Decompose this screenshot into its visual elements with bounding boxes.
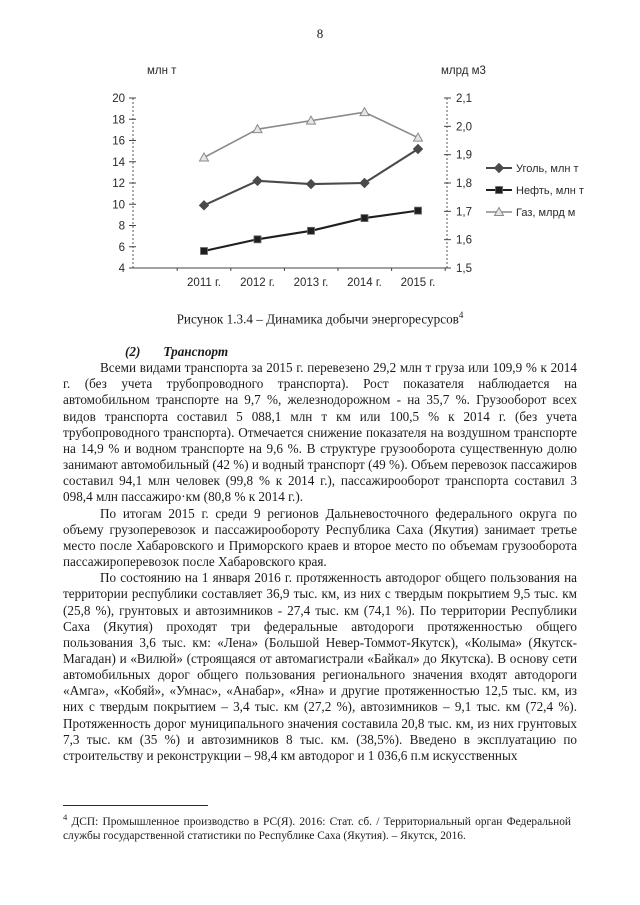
square-marker [414,206,422,215]
x-tick-label: 2015 г. [401,277,436,289]
left-tick-label: 8 [119,221,125,233]
footnote-reference[interactable]: 4 [458,310,464,320]
section-title: Транспорт [163,344,229,359]
square-marker [253,235,262,244]
right-axis-title: млрд м3 [441,65,486,77]
x-tick-label: 2013 г. [294,277,329,289]
square-marker [360,214,369,222]
page-number: 8 [316,26,324,41]
paragraph-roads: По состоянию на 1 января 2016 г. протяже… [63,570,577,763]
triangle-marker [412,132,424,142]
left-tick-label: 18 [112,114,125,126]
triangle-marker [359,106,370,117]
legend-label: Нефть, млн т [516,185,584,197]
left-axis-title: млн т [147,65,177,77]
footnote-text: 4 ДСП: Промышленное производство в РС(Я)… [63,811,571,844]
left-tick-label: 6 [119,242,125,254]
section-heading: (2) Транспорт [63,344,577,360]
energy-production-chart: 20 18 16 14 12 10 8 6 4 2,1 2,0 1,9 1,8 1,7 1,6 1,5 2011… [0,60,640,300]
right-tick-label: 2,0 [456,121,472,133]
left-tick-label: 10 [112,199,125,211]
figure-caption-text: Рисунок 1.3.4 – Динамика добычи энергоре… [176,311,459,327]
paragraph-transport-volumes: Всеми видами транспорта за 2015 г. перев… [63,360,577,505]
diamond-marker [493,162,505,174]
right-tick-label: 1,5 [456,263,472,275]
left-tick-label: 4 [119,263,126,275]
diamond-marker [412,143,424,155]
diamond-marker [359,177,370,189]
diamond-marker [198,200,210,211]
x-tick-label: 2014 г. [347,277,382,289]
body-text: (2) Транспорт Всеми видами транспорта за … [63,344,577,764]
diamond-marker [252,175,263,187]
square-marker [307,226,315,235]
right-tick-label: 2,1 [456,93,472,105]
footnote-body: ДСП: Промышленное производство в РС(Я). … [63,815,571,842]
footnote-area: 4 ДСП: Промышленное производство в РС(Я)… [63,805,571,844]
footnote-separator [63,805,208,806]
paragraph-region-ranking: По итогам 2015 г. среди 9 регионов Дальн… [63,505,577,570]
left-tick-label: 14 [112,157,125,169]
square-marker [200,247,208,255]
section-number: (2) [125,344,141,359]
triangle-marker [305,115,317,125]
legend-label: Уголь, млн т [516,163,579,175]
footnote-number: 4 [63,812,68,822]
figure-caption: Рисунок 1.3.4 – Динамика добычи энергоре… [63,310,577,327]
square-marker [495,186,503,194]
right-tick-label: 1,9 [456,150,472,162]
x-tick-label: 2011 г. [187,277,221,289]
diamond-marker [305,178,317,190]
triangle-marker [493,206,505,216]
right-tick-label: 1,6 [456,235,472,247]
left-tick-label: 16 [112,136,125,148]
triangle-marker [252,123,263,134]
left-tick-label: 20 [112,93,125,105]
right-tick-label: 1,7 [456,206,472,218]
x-tick-label: 2012 г. [240,277,275,289]
legend-label: Газ, млрд м [516,207,575,219]
chart-canvas: 20 18 16 14 12 10 8 6 4 2,1 2,0 1,9 1,8 1,7 1,6 1,5 2011… [112,65,584,289]
right-tick-label: 1,8 [456,178,472,190]
left-tick-label: 12 [112,178,125,190]
triangle-marker [198,151,210,162]
series-line [203,148,419,207]
